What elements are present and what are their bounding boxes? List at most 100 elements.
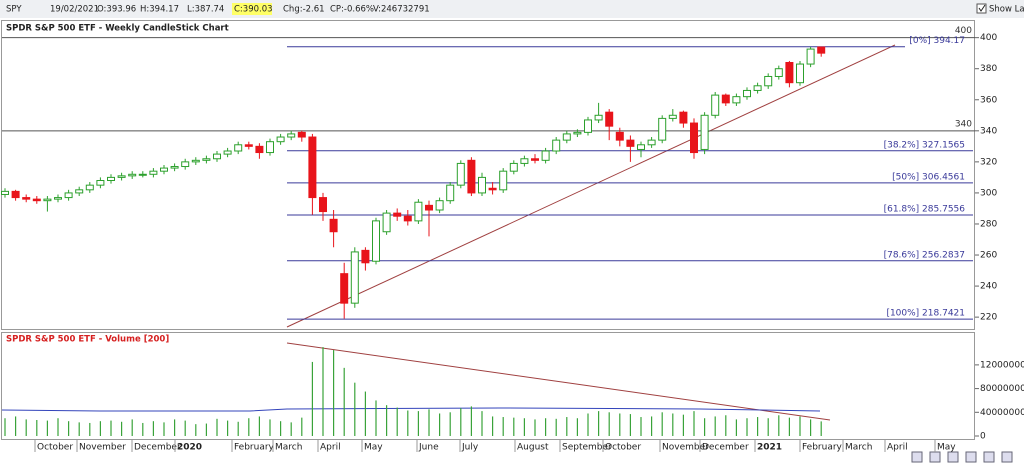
scroll-button[interactable] xyxy=(1001,451,1013,463)
volume-bar xyxy=(25,419,27,436)
volume-bar xyxy=(142,422,144,436)
candle-body xyxy=(425,204,433,211)
candle-body xyxy=(1,190,9,195)
x-tick-label: 2021 xyxy=(757,443,782,453)
volume-bar xyxy=(566,417,568,436)
fib-label: [78.6%] 256.2837 xyxy=(884,250,965,260)
candle-body xyxy=(43,198,52,202)
volume-bar xyxy=(428,409,430,436)
candle-body xyxy=(297,131,306,138)
candle-body xyxy=(679,111,688,124)
trend-line xyxy=(286,44,896,328)
volume-bar xyxy=(68,421,70,436)
scroll-button[interactable] xyxy=(947,451,959,463)
volume-bar xyxy=(714,416,716,436)
volume-bar xyxy=(661,412,663,436)
volume-bar xyxy=(322,347,324,436)
y-tick-label: 0 xyxy=(980,432,986,442)
candle-body xyxy=(531,158,539,161)
volume-bar xyxy=(492,416,494,436)
fib-label: [50%] 306.4561 xyxy=(892,172,965,182)
scroll-button[interactable] xyxy=(983,451,995,463)
change: Chg:-2.61 xyxy=(283,5,325,15)
volume-bar xyxy=(576,418,578,436)
candle-body xyxy=(149,170,158,175)
candle-body xyxy=(573,131,582,135)
candle-body xyxy=(700,114,709,150)
volume-bar xyxy=(587,413,589,436)
volume-bar xyxy=(131,419,133,436)
candle-body xyxy=(774,68,783,77)
candle-body xyxy=(213,153,221,160)
show-last-checkbox[interactable] xyxy=(976,3,987,14)
y-tick-label: 220 xyxy=(980,313,997,323)
candle-body xyxy=(107,176,115,181)
high: H:394.17 xyxy=(140,5,179,15)
fib-label: [61.8%] 285.7556 xyxy=(884,205,966,215)
candle-body xyxy=(117,175,126,178)
volume-bar xyxy=(174,419,176,436)
close-highlight xyxy=(232,3,272,15)
low: L:387.74 xyxy=(187,5,224,15)
candle-body xyxy=(170,166,179,169)
volume-bar xyxy=(396,407,398,436)
volume-bar xyxy=(640,417,642,436)
candle-body xyxy=(75,189,84,194)
y-tick-label: 300 xyxy=(980,188,997,198)
candle-body xyxy=(796,63,804,84)
scroll-button[interactable] xyxy=(965,451,977,463)
candle-body xyxy=(181,161,190,168)
y-tick-label: 280 xyxy=(980,219,997,229)
candle-body xyxy=(594,114,603,121)
candle-body xyxy=(520,158,529,164)
volume-bar xyxy=(672,413,674,436)
volume-bar xyxy=(205,423,207,436)
scroll-controls xyxy=(911,451,1013,463)
volume-bar xyxy=(36,420,38,436)
volume-bar xyxy=(237,421,239,436)
candle-body xyxy=(764,75,773,87)
volume-bar xyxy=(746,418,748,436)
candle-body xyxy=(382,212,391,233)
candle-body xyxy=(499,170,508,191)
volume-bar xyxy=(682,414,684,436)
volume-bar xyxy=(513,417,515,436)
volume-bar xyxy=(693,411,695,436)
volume-bar xyxy=(767,418,769,436)
candle-body xyxy=(128,173,137,177)
y-tick-label: 320 xyxy=(980,157,997,167)
candle-body xyxy=(414,201,423,222)
candle-body xyxy=(488,187,497,191)
volume-bar xyxy=(301,417,303,436)
scroll-button[interactable] xyxy=(911,451,923,463)
candle-body xyxy=(732,96,741,104)
scroll-button[interactable] xyxy=(929,451,941,463)
volume-bar xyxy=(57,418,59,436)
candle-body xyxy=(711,94,720,116)
volume-bar xyxy=(407,410,409,436)
x-tick-label: September xyxy=(562,443,612,453)
x-tick-label: June xyxy=(418,443,439,453)
x-tick-label: May xyxy=(937,443,956,453)
x-tick-label: 2020 xyxy=(177,443,202,453)
volume-bar xyxy=(184,420,186,436)
show-last-label[interactable]: Show Last xyxy=(989,5,1024,15)
candle-body xyxy=(721,94,730,104)
x-tick-label: December xyxy=(702,443,749,453)
candle-body xyxy=(509,162,518,172)
candle-body xyxy=(255,145,264,154)
candle-body xyxy=(456,162,465,186)
candle-body xyxy=(64,192,73,199)
candle-body xyxy=(637,144,645,150)
candle-body xyxy=(276,136,285,143)
candle-body xyxy=(658,117,667,141)
volume-bar xyxy=(4,418,6,436)
candle-body xyxy=(647,139,656,146)
candle-body xyxy=(287,133,296,138)
candle-body xyxy=(668,114,677,119)
candle-body xyxy=(308,136,317,199)
volume-bar xyxy=(523,418,525,436)
y-tick-label: 800000000 xyxy=(980,384,1024,394)
volume-bar xyxy=(651,416,653,436)
